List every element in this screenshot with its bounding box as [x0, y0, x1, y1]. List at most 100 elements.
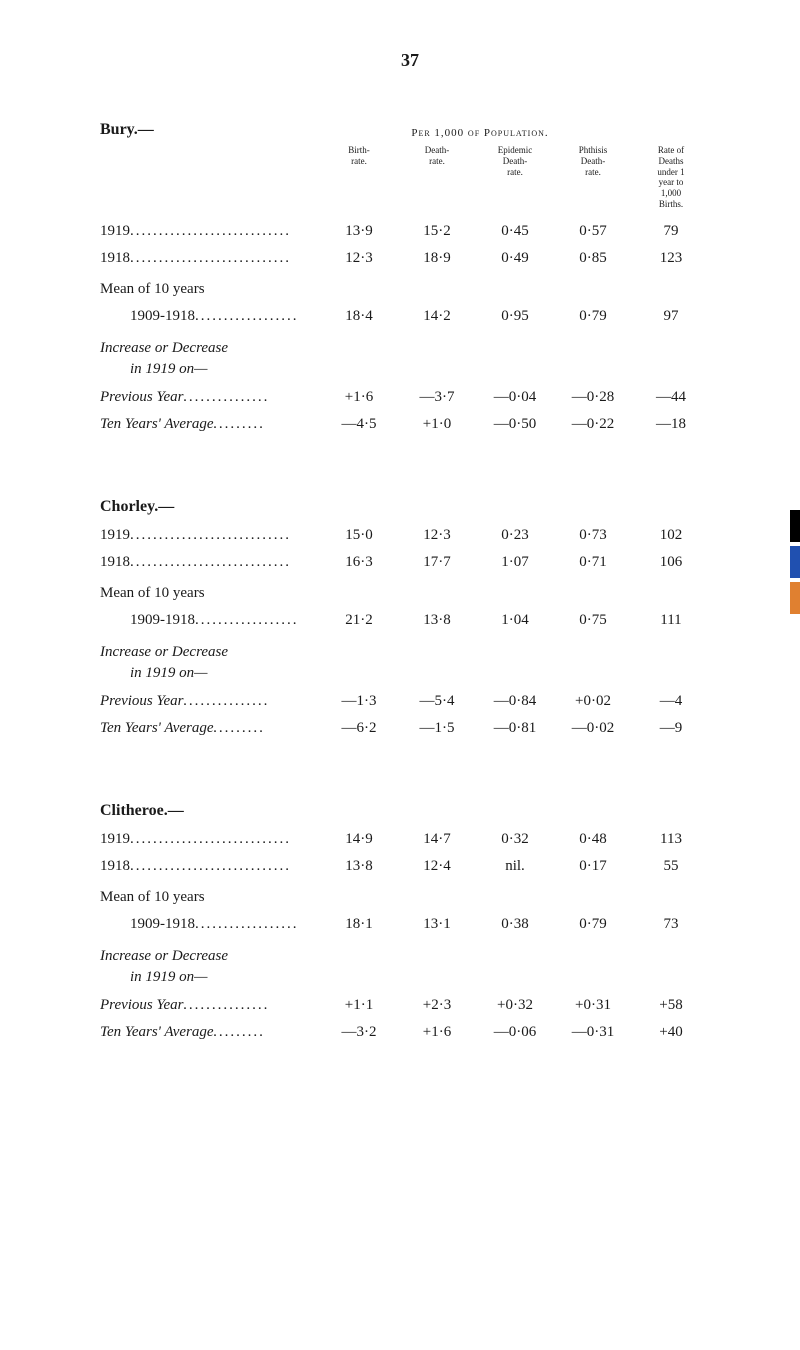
data-cell: 0·79 — [554, 911, 632, 938]
data-row: Previous Year...............—1·3—5·4—0·8… — [100, 688, 720, 715]
page-number: 37 — [100, 50, 720, 71]
data-cell: +1·1 — [320, 992, 398, 1019]
section-title: Clitheroe.— — [100, 802, 320, 820]
data-cell: 0·71 — [554, 549, 632, 576]
mean-label-row: Mean of 10 years — [100, 276, 720, 303]
data-cell: 0·23 — [476, 522, 554, 549]
data-cell: 79 — [632, 218, 710, 245]
row-label: 1919............................ — [100, 218, 320, 245]
data-cell: 55 — [632, 853, 710, 880]
data-cell: 0·38 — [476, 911, 554, 938]
data-row: Previous Year...............+1·1+2·3+0·3… — [100, 992, 720, 1019]
data-cell: 18·1 — [320, 911, 398, 938]
side-tab — [790, 546, 800, 578]
mean-label: Mean of 10 years — [100, 580, 320, 607]
data-cell: 12·3 — [320, 245, 398, 272]
data-cell: 18·4 — [320, 303, 398, 330]
data-cell: 15·0 — [320, 522, 398, 549]
data-cell: 13·8 — [398, 607, 476, 634]
column-header: Death-rate. — [398, 145, 476, 210]
data-cell: —1·5 — [398, 715, 476, 742]
data-cell: 14·7 — [398, 826, 476, 853]
data-cell: —4·5 — [320, 411, 398, 438]
side-tabs — [790, 510, 800, 618]
data-cell: 0·49 — [476, 245, 554, 272]
data-cell: 0·95 — [476, 303, 554, 330]
data-cell: 0·57 — [554, 218, 632, 245]
data-cell: 13·8 — [320, 853, 398, 880]
data-row: Previous Year...............+1·6—3·7—0·0… — [100, 384, 720, 411]
data-cell: 13·1 — [398, 911, 476, 938]
data-cell: —44 — [632, 384, 710, 411]
town-section: Bury.—Per 1,000 of Population.Birth-rate… — [100, 121, 720, 438]
data-cell: nil. — [476, 853, 554, 880]
data-cell: 16·3 — [320, 549, 398, 576]
data-cell: 0·75 — [554, 607, 632, 634]
data-row: 1909-1918..................18·113·10·380… — [100, 911, 720, 938]
column-headers: Birth-rate.Death-rate.EpidemicDeath-rate… — [100, 145, 720, 210]
data-row: 1918............................13·812·4… — [100, 853, 720, 880]
data-cell: —18 — [632, 411, 710, 438]
increase-decrease-label: Increase or Decreasein 1919 on— — [100, 338, 720, 380]
data-cell: —9 — [632, 715, 710, 742]
data-cell: —0·84 — [476, 688, 554, 715]
row-label: 1918............................ — [100, 853, 320, 880]
data-cell: 17·7 — [398, 549, 476, 576]
mean-label: Mean of 10 years — [100, 276, 320, 303]
data-cell: 73 — [632, 911, 710, 938]
data-cell: 0·73 — [554, 522, 632, 549]
data-cell: 14·9 — [320, 826, 398, 853]
data-cell: —0·31 — [554, 1019, 632, 1046]
row-label: 1909-1918.................. — [100, 607, 320, 634]
data-cell: —6·2 — [320, 715, 398, 742]
side-tab — [790, 510, 800, 542]
data-cell: 123 — [632, 245, 710, 272]
increase-decrease-label: Increase or Decreasein 1919 on— — [100, 642, 720, 684]
data-cell: 18·9 — [398, 245, 476, 272]
row-label: Previous Year............... — [100, 384, 320, 411]
data-cell: 13·9 — [320, 218, 398, 245]
data-row: 1909-1918..................18·414·20·950… — [100, 303, 720, 330]
data-cell: 12·3 — [398, 522, 476, 549]
data-cell: 102 — [632, 522, 710, 549]
row-label: 1919............................ — [100, 826, 320, 853]
data-cell: 111 — [632, 607, 710, 634]
data-cell: —3·2 — [320, 1019, 398, 1046]
section-title: Chorley.— — [100, 498, 320, 516]
data-row: 1919............................13·915·2… — [100, 218, 720, 245]
data-cell: 113 — [632, 826, 710, 853]
column-header: PhthisisDeath-rate. — [554, 145, 632, 210]
data-cell: +0·32 — [476, 992, 554, 1019]
data-row: 1918............................12·318·9… — [100, 245, 720, 272]
data-cell: +58 — [632, 992, 710, 1019]
per-population-caption: Per 1,000 of Population. — [240, 127, 720, 139]
row-label: Ten Years' Average......... — [100, 1019, 320, 1046]
mean-label-row: Mean of 10 years — [100, 580, 720, 607]
data-cell: —3·7 — [398, 384, 476, 411]
data-row: 1918............................16·317·7… — [100, 549, 720, 576]
data-row: 1919............................15·012·3… — [100, 522, 720, 549]
data-cell: —0·50 — [476, 411, 554, 438]
data-cell: 12·4 — [398, 853, 476, 880]
data-cell: +1·6 — [320, 384, 398, 411]
row-label: 1918............................ — [100, 549, 320, 576]
column-header: Birth-rate. — [320, 145, 398, 210]
row-label: 1919............................ — [100, 522, 320, 549]
data-cell: 0·32 — [476, 826, 554, 853]
data-cell: +2·3 — [398, 992, 476, 1019]
data-cell: +40 — [632, 1019, 710, 1046]
increase-decrease-label: Increase or Decreasein 1919 on— — [100, 946, 720, 988]
sections-container: Bury.—Per 1,000 of Population.Birth-rate… — [100, 121, 720, 1046]
data-cell: 14·2 — [398, 303, 476, 330]
column-header: Rate ofDeathsunder 1year to1,000Births. — [632, 145, 710, 210]
data-cell: —0·02 — [554, 715, 632, 742]
data-cell: 21·2 — [320, 607, 398, 634]
side-tab — [790, 582, 800, 614]
data-cell: —4 — [632, 688, 710, 715]
data-cell: +0·02 — [554, 688, 632, 715]
town-section: Chorley.— 1919...........................… — [100, 498, 720, 742]
row-label: Previous Year............... — [100, 688, 320, 715]
row-label: Ten Years' Average......... — [100, 411, 320, 438]
town-section: Clitheroe.— 1919.........................… — [100, 802, 720, 1046]
data-cell: +0·31 — [554, 992, 632, 1019]
